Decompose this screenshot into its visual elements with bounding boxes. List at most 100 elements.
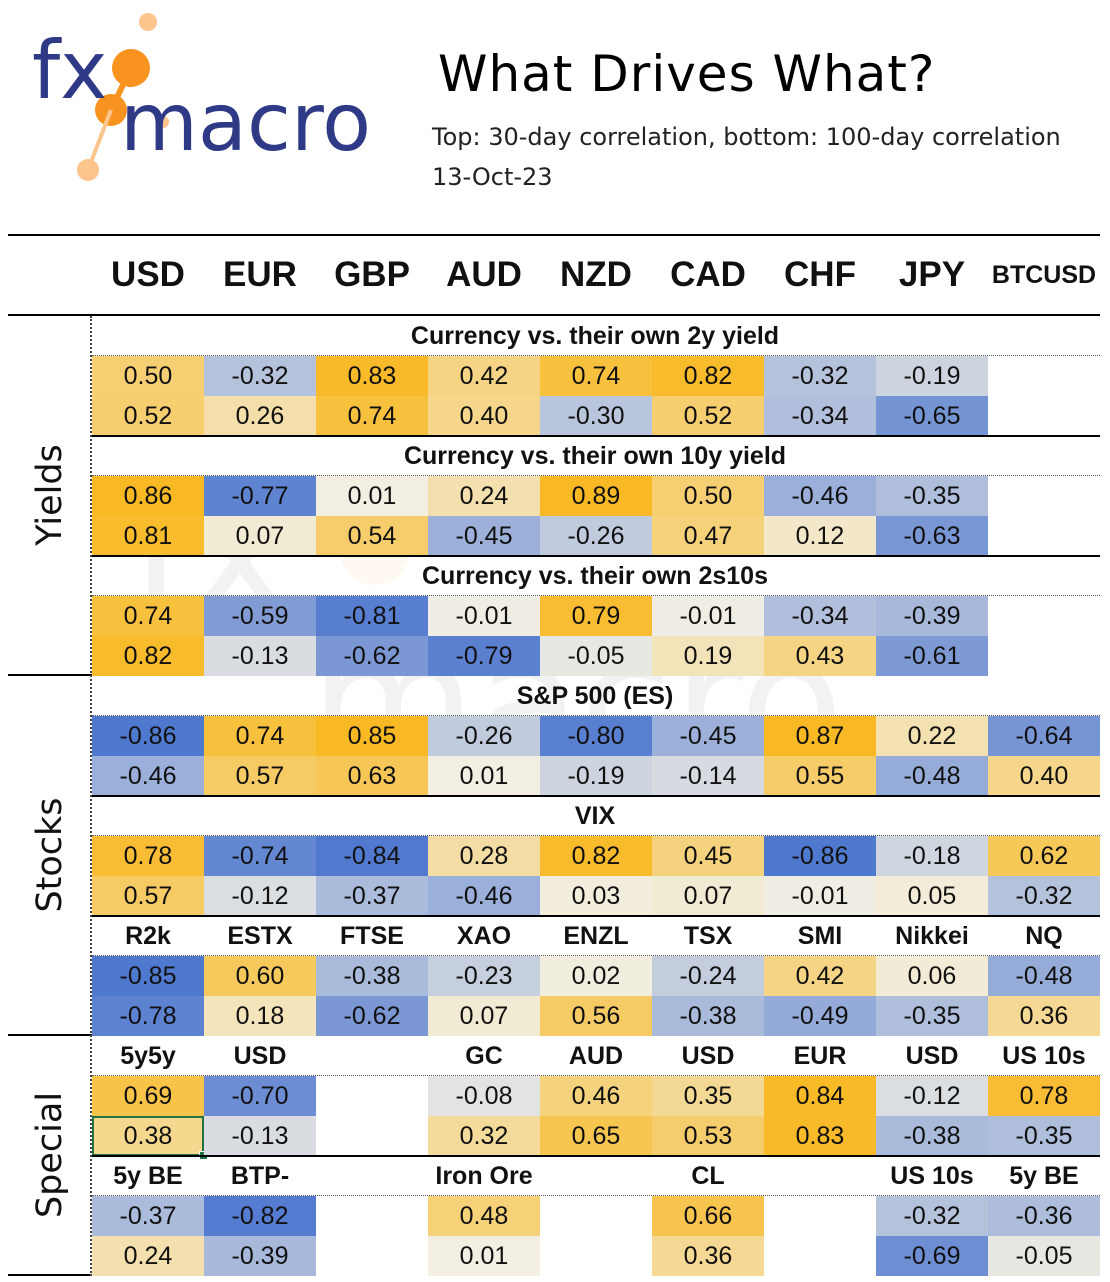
correlation-100d-cell[interactable]: 0.01 — [428, 1236, 540, 1276]
correlation-100d-cell[interactable]: -0.32 — [988, 876, 1100, 916]
correlation-100d-cell[interactable]: -0.79 — [428, 636, 540, 676]
correlation-100d-cell[interactable]: -0.05 — [988, 1236, 1100, 1276]
correlation-30d-cell[interactable]: -0.01 — [652, 596, 764, 636]
correlation-30d-cell[interactable]: -0.64 — [988, 716, 1100, 756]
correlation-30d-cell[interactable]: 0.46 — [540, 1076, 652, 1116]
correlation-100d-cell[interactable]: 0.07 — [204, 516, 316, 556]
correlation-100d-cell[interactable]: 0.18 — [204, 996, 316, 1036]
correlation-30d-cell[interactable]: -0.08 — [428, 1076, 540, 1116]
correlation-30d-cell[interactable]: 0.74 — [92, 596, 204, 636]
correlation-100d-cell[interactable]: 0.52 — [92, 396, 204, 436]
correlation-30d-cell[interactable]: -0.85 — [92, 956, 204, 996]
correlation-30d-cell[interactable]: -0.77 — [204, 476, 316, 516]
correlation-100d-cell[interactable]: -0.35 — [988, 1116, 1100, 1156]
correlation-30d-cell[interactable]: -0.81 — [316, 596, 428, 636]
correlation-30d-cell[interactable]: -0.35 — [876, 476, 988, 516]
correlation-30d-cell[interactable] — [988, 596, 1100, 636]
correlation-100d-cell[interactable]: 0.12 — [764, 516, 876, 556]
correlation-100d-cell[interactable]: 0.52 — [652, 396, 764, 436]
correlation-100d-cell[interactable] — [540, 1236, 652, 1276]
correlation-100d-cell[interactable]: -0.48 — [876, 756, 988, 796]
correlation-30d-cell[interactable]: 0.60 — [204, 956, 316, 996]
correlation-100d-cell[interactable] — [764, 1236, 876, 1276]
correlation-100d-cell[interactable]: -0.35 — [876, 996, 988, 1036]
correlation-30d-cell[interactable]: 0.87 — [764, 716, 876, 756]
correlation-30d-cell[interactable]: 0.28 — [428, 836, 540, 876]
correlation-100d-cell[interactable]: 0.53 — [652, 1116, 764, 1156]
correlation-30d-cell[interactable] — [540, 1196, 652, 1236]
correlation-100d-cell[interactable]: -0.26 — [540, 516, 652, 556]
correlation-100d-cell[interactable]: -0.69 — [876, 1236, 988, 1276]
correlation-30d-cell[interactable]: 0.06 — [876, 956, 988, 996]
correlation-30d-cell[interactable]: 0.50 — [652, 476, 764, 516]
correlation-100d-cell[interactable] — [316, 1236, 428, 1276]
correlation-30d-cell[interactable]: -0.74 — [204, 836, 316, 876]
correlation-30d-cell[interactable]: 0.45 — [652, 836, 764, 876]
correlation-30d-cell[interactable]: -0.23 — [428, 956, 540, 996]
correlation-30d-cell[interactable]: -0.46 — [764, 476, 876, 516]
correlation-30d-cell[interactable]: -0.32 — [876, 1196, 988, 1236]
correlation-100d-cell[interactable]: 0.65 — [540, 1116, 652, 1156]
correlation-30d-cell[interactable]: 0.74 — [204, 716, 316, 756]
correlation-30d-cell[interactable]: -0.34 — [764, 596, 876, 636]
correlation-100d-cell[interactable]: 0.36 — [652, 1236, 764, 1276]
correlation-30d-cell[interactable]: 0.82 — [652, 356, 764, 396]
correlation-100d-cell[interactable]: -0.46 — [428, 876, 540, 916]
correlation-100d-cell[interactable]: 0.36 — [988, 996, 1100, 1036]
correlation-30d-cell[interactable]: 0.02 — [540, 956, 652, 996]
correlation-100d-cell[interactable]: 0.55 — [764, 756, 876, 796]
correlation-30d-cell[interactable]: 0.50 — [92, 356, 204, 396]
correlation-100d-cell[interactable]: -0.14 — [652, 756, 764, 796]
correlation-30d-cell[interactable]: -0.01 — [428, 596, 540, 636]
correlation-30d-cell[interactable]: 0.86 — [92, 476, 204, 516]
correlation-30d-cell[interactable]: -0.70 — [204, 1076, 316, 1116]
correlation-100d-cell[interactable]: 0.03 — [540, 876, 652, 916]
correlation-100d-cell[interactable]: 0.19 — [652, 636, 764, 676]
correlation-100d-cell[interactable]: -0.62 — [316, 996, 428, 1036]
correlation-100d-cell[interactable]: 0.32 — [428, 1116, 540, 1156]
correlation-100d-cell[interactable]: 0.40 — [428, 396, 540, 436]
correlation-100d-cell[interactable] — [988, 636, 1100, 676]
correlation-100d-cell[interactable]: -0.12 — [204, 876, 316, 916]
correlation-100d-cell[interactable]: 0.56 — [540, 996, 652, 1036]
correlation-30d-cell[interactable]: 0.84 — [764, 1076, 876, 1116]
correlation-100d-cell[interactable]: 0.57 — [92, 876, 204, 916]
correlation-30d-cell[interactable]: -0.45 — [652, 716, 764, 756]
correlation-100d-cell[interactable]: 0.07 — [652, 876, 764, 916]
correlation-30d-cell[interactable] — [988, 356, 1100, 396]
correlation-100d-cell[interactable]: 0.81 — [92, 516, 204, 556]
correlation-30d-cell[interactable]: 0.48 — [428, 1196, 540, 1236]
correlation-100d-cell[interactable]: -0.37 — [316, 876, 428, 916]
correlation-30d-cell[interactable]: 0.89 — [540, 476, 652, 516]
correlation-30d-cell[interactable]: -0.32 — [764, 356, 876, 396]
correlation-30d-cell[interactable] — [764, 1196, 876, 1236]
correlation-100d-cell[interactable]: 0.40 — [988, 756, 1100, 796]
correlation-30d-cell[interactable]: -0.38 — [316, 956, 428, 996]
correlation-100d-cell[interactable]: 0.43 — [764, 636, 876, 676]
correlation-100d-cell[interactable]: -0.38 — [876, 1116, 988, 1156]
correlation-30d-cell[interactable]: 0.62 — [988, 836, 1100, 876]
correlation-100d-cell[interactable]: -0.38 — [652, 996, 764, 1036]
correlation-100d-cell[interactable]: 0.24 — [92, 1236, 204, 1276]
correlation-30d-cell[interactable]: -0.26 — [428, 716, 540, 756]
correlation-30d-cell[interactable]: 0.66 — [652, 1196, 764, 1236]
correlation-100d-cell[interactable]: 0.54 — [316, 516, 428, 556]
correlation-30d-cell[interactable]: 0.24 — [428, 476, 540, 516]
correlation-100d-cell[interactable]: 0.47 — [652, 516, 764, 556]
correlation-30d-cell[interactable]: 0.78 — [988, 1076, 1100, 1116]
correlation-100d-cell[interactable]: -0.19 — [540, 756, 652, 796]
correlation-30d-cell[interactable]: 0.42 — [428, 356, 540, 396]
correlation-30d-cell[interactable]: 0.83 — [316, 356, 428, 396]
correlation-100d-cell[interactable]: -0.62 — [316, 636, 428, 676]
correlation-100d-cell[interactable]: 0.01 — [428, 756, 540, 796]
selected-cell[interactable]: 0.38 — [92, 1116, 208, 1160]
correlation-30d-cell[interactable]: -0.86 — [764, 836, 876, 876]
correlation-30d-cell[interactable]: -0.32 — [204, 356, 316, 396]
correlation-100d-cell[interactable] — [316, 1116, 428, 1156]
correlation-100d-cell[interactable]: 0.82 — [92, 636, 204, 676]
correlation-100d-cell[interactable]: -0.61 — [876, 636, 988, 676]
correlation-30d-cell[interactable]: 0.78 — [92, 836, 204, 876]
correlation-100d-cell[interactable]: -0.46 — [92, 756, 204, 796]
correlation-30d-cell[interactable] — [316, 1196, 428, 1236]
correlation-30d-cell[interactable]: -0.36 — [988, 1196, 1100, 1236]
